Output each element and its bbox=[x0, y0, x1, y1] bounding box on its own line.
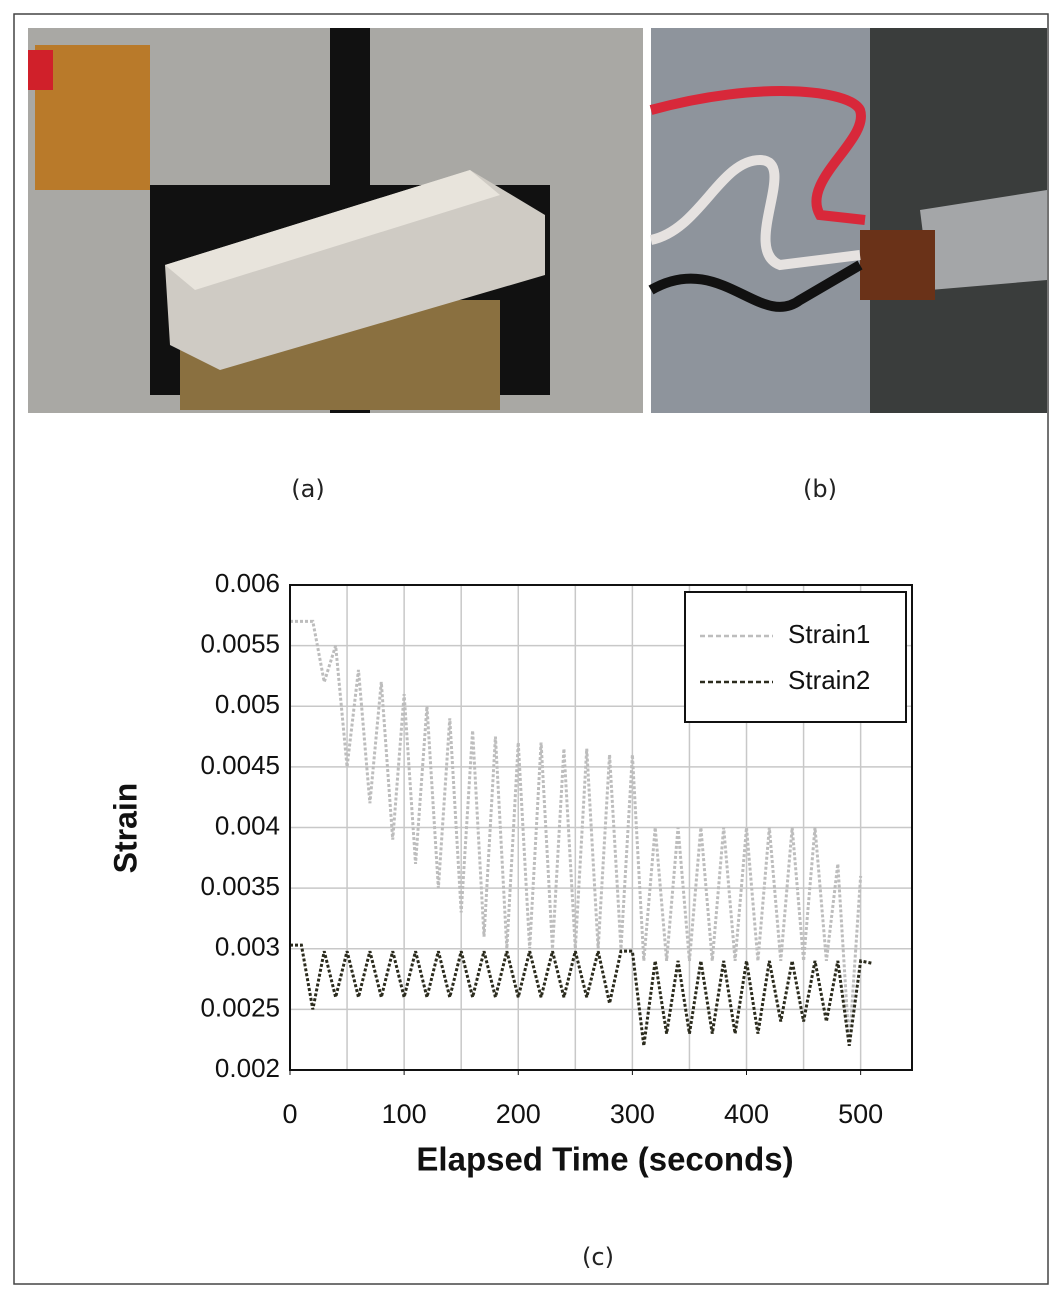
data-line bbox=[290, 619, 863, 1046]
plot-frame bbox=[289, 584, 913, 1071]
y-tick-label: 0.002 bbox=[215, 1053, 280, 1083]
y-tick-label: 0.003 bbox=[215, 932, 280, 962]
x-tick-label: 500 bbox=[838, 1099, 883, 1129]
x-tick-label: 100 bbox=[382, 1099, 427, 1129]
legend-label: Strain2 bbox=[788, 665, 870, 695]
y-tick-label: 0.005 bbox=[215, 689, 280, 719]
photo-b bbox=[648, 28, 1047, 413]
y-tick-label: 0.006 bbox=[215, 568, 280, 598]
chart: 0.002 0.0025 0.003 0.0035 0.004 0.0045 0.005 0.… bbox=[107, 568, 913, 1178]
legend-box bbox=[684, 591, 907, 723]
legend-label: Strain1 bbox=[788, 619, 870, 649]
x-tick-label: 0 bbox=[282, 1099, 297, 1129]
y-tick-label: 0.004 bbox=[215, 810, 280, 840]
y-tick-label: 0.0045 bbox=[200, 750, 280, 780]
x-tick-label: 200 bbox=[496, 1099, 541, 1129]
y-tick-label: 0.0025 bbox=[200, 992, 280, 1022]
data-line bbox=[290, 943, 873, 1046]
y-axis-title: Strain bbox=[107, 783, 143, 874]
y-tick-label: 0.0035 bbox=[200, 871, 280, 901]
caption: (c) bbox=[582, 1243, 614, 1271]
y-tick-label: 0.0055 bbox=[200, 629, 280, 659]
x-tick-label: 400 bbox=[724, 1099, 769, 1129]
photo-a bbox=[28, 28, 643, 413]
caption: (a) bbox=[291, 475, 324, 503]
x-axis-title: Elapsed Time (seconds) bbox=[416, 1141, 793, 1178]
x-tick-label: 300 bbox=[610, 1099, 655, 1129]
caption: (b) bbox=[803, 475, 837, 503]
